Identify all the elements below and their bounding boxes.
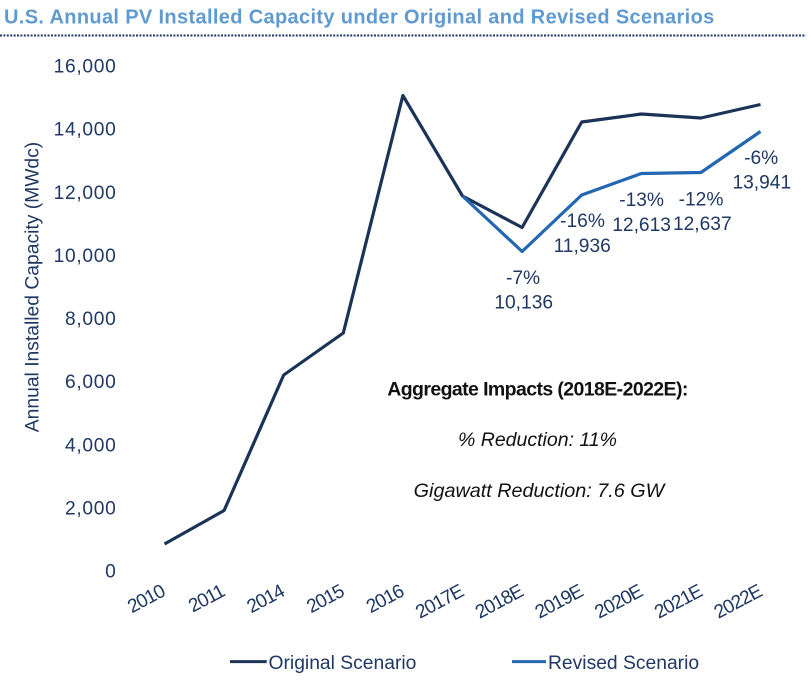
svg-text:12,637: 12,637 xyxy=(673,214,732,235)
svg-text:13,941: 13,941 xyxy=(732,172,791,193)
svg-text:Gigawatt Reduction: 7.6 GW: Gigawatt Reduction: 7.6 GW xyxy=(414,480,667,502)
svg-text:16,000: 16,000 xyxy=(54,56,117,77)
svg-text:12,613: 12,613 xyxy=(612,215,671,236)
svg-text:-12%: -12% xyxy=(679,189,724,210)
svg-text:-13%: -13% xyxy=(619,190,664,211)
svg-text:6,000: 6,000 xyxy=(65,372,117,393)
svg-text:8,000: 8,000 xyxy=(65,309,117,330)
svg-text:-16%: -16% xyxy=(560,211,605,232)
svg-text:11,936: 11,936 xyxy=(554,236,611,257)
svg-text:Revised Scenario: Revised Scenario xyxy=(548,653,699,674)
svg-text:14,000: 14,000 xyxy=(54,120,117,141)
svg-text:0: 0 xyxy=(105,562,116,583)
svg-text:4,000: 4,000 xyxy=(65,435,117,456)
svg-text:2,000: 2,000 xyxy=(65,499,117,520)
svg-text:-6%: -6% xyxy=(744,148,778,169)
svg-text:10,000: 10,000 xyxy=(54,246,117,267)
svg-text:% Reduction: 11%: % Reduction: 11% xyxy=(458,429,617,451)
svg-text:-7%: -7% xyxy=(506,268,540,289)
svg-text:12,000: 12,000 xyxy=(54,183,117,204)
svg-text:10,136: 10,136 xyxy=(494,292,553,313)
svg-text:Annual Installed Capacity (MWd: Annual Installed Capacity (MWdc) xyxy=(23,142,44,432)
svg-text:Original Scenario: Original Scenario xyxy=(269,653,417,674)
svg-text:U.S. Annual PV Installed Capac: U.S. Annual PV Installed Capacity under … xyxy=(4,6,715,28)
svg-text:Aggregate Impacts (2018E-2022E: Aggregate Impacts (2018E-2022E): xyxy=(387,379,688,401)
